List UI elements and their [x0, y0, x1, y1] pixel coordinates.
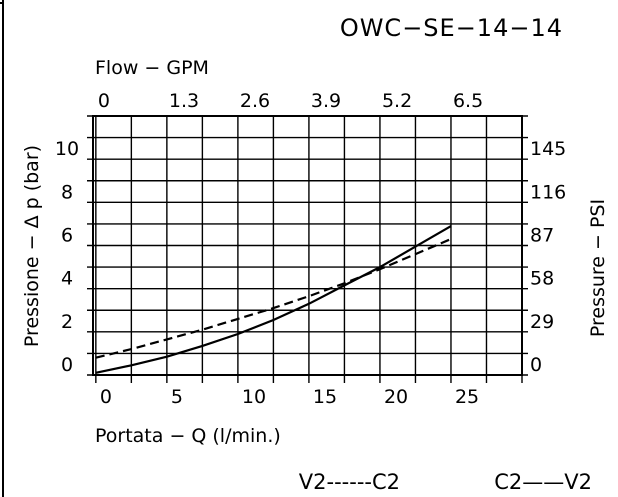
y-tick-label: 8 — [61, 181, 73, 203]
x2-tick-label: 0 — [98, 90, 110, 112]
y2-tick-label: 29 — [530, 311, 554, 333]
y-axis-label: Pressione − Δ p (bar) — [21, 145, 43, 347]
y-tick-label: 2 — [61, 311, 73, 333]
y2-tick-label: 87 — [530, 225, 554, 247]
x-tick-label: 5 — [171, 386, 183, 408]
y-tick-labels: 0 2 4 6 8 10 — [55, 138, 79, 376]
x-tick-label: 0 — [100, 386, 112, 408]
x-tick-label: 25 — [455, 386, 479, 408]
x-tick-label: 15 — [313, 386, 337, 408]
legend-dashed-series: V2------C2 — [299, 470, 400, 494]
y-tick-label: 4 — [61, 268, 73, 290]
y2-tick-labels: 0 29 58 87 116 145 — [530, 138, 566, 376]
x2-tick-label: 3.9 — [311, 90, 341, 112]
x2-tick-label: 2.6 — [240, 90, 270, 112]
y-tick-label: 10 — [55, 138, 79, 160]
x2-tick-label: 6.5 — [453, 90, 483, 112]
y-tick-label: 0 — [61, 354, 73, 376]
legend-solid-series: C2——V2 — [494, 470, 592, 494]
series-line-dashed — [95, 237, 452, 359]
grid — [87, 115, 528, 383]
x2-tick-label: 5.2 — [382, 90, 412, 112]
series-layer — [95, 225, 452, 374]
x-axis-label: Portata − Q (l/min.) — [95, 425, 281, 447]
y-tick-label: 6 — [61, 225, 73, 247]
x-tick-label: 20 — [384, 386, 408, 408]
x2-tick-labels: 0 1.3 2.6 3.9 5.2 6.5 — [98, 90, 483, 112]
x-tick-label: 10 — [242, 386, 266, 408]
x2-axis-label: Flow − GPM — [95, 57, 209, 79]
x2-tick-label: 1.3 — [169, 90, 199, 112]
y2-axis-label: Pressure − PSI — [587, 199, 609, 337]
y2-tick-label: 58 — [530, 268, 554, 290]
x-tick-labels: 0 5 10 15 20 25 — [100, 386, 479, 408]
series-line-solid — [95, 225, 452, 374]
plot-frame — [92, 115, 523, 376]
y2-tick-label: 145 — [530, 138, 566, 160]
chart-title: OWC−SE−14−14 — [340, 14, 563, 42]
y2-tick-label: 0 — [530, 354, 542, 376]
y2-tick-label: 116 — [530, 181, 566, 203]
